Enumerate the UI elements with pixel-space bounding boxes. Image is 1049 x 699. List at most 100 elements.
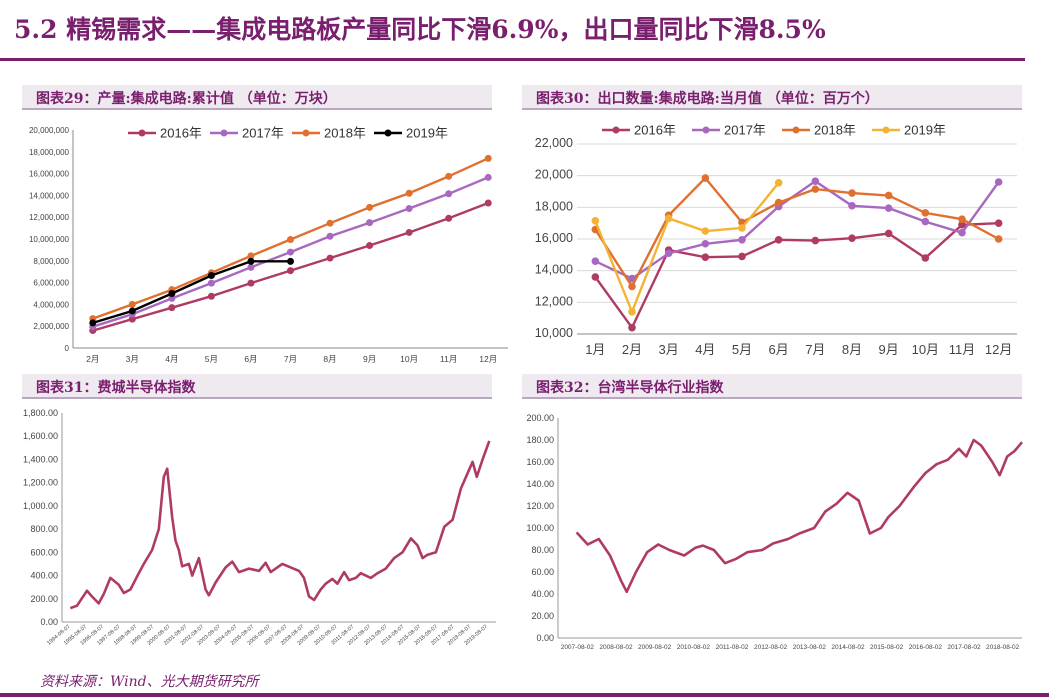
slide-title: 5.2 精锡需求——集成电路板产量同比下滑6.9%，出口量同比下滑8.5% <box>14 15 826 44</box>
fig29-legend-label: 2019年 <box>406 126 448 141</box>
fig31-y-tick: 200.00 <box>30 594 58 604</box>
fig30-series-line <box>594 176 1000 289</box>
fig31-y-tick: 600.00 <box>30 547 58 557</box>
fig29-point <box>405 189 413 197</box>
fig31-y-tick: 1,800.00 <box>23 408 58 418</box>
fig30-x-tick: 1月 <box>585 342 605 357</box>
fig32-header: 图表32：台湾半导体行业指数 <box>522 374 1022 399</box>
fig29-point <box>247 279 255 287</box>
fig29-point <box>484 199 492 207</box>
fig29-legend-marker <box>220 129 228 137</box>
fig32-x-tick: 2016-08-02 <box>909 644 943 651</box>
fig29-y-tick: 20,000,000 <box>29 126 70 135</box>
fig30-x-tick: 2月 <box>622 342 642 357</box>
fig31-y-tick: 1,200.00 <box>23 478 58 488</box>
fig30-point <box>664 249 673 258</box>
fig29-y-tick: 12,000,000 <box>29 213 70 222</box>
fig29-point <box>405 228 413 236</box>
fig29-title: 图表29：产量:集成电路:累计值 （单位：万块） <box>36 91 337 107</box>
fig29-y-tick: 4,000,000 <box>33 300 69 309</box>
fig32-x-tick: 2011-08-02 <box>716 644 749 651</box>
fig31-title: 图表31：费城半导体指数 <box>36 380 196 396</box>
fig30-y-tick: 22,000 <box>535 136 573 150</box>
fig29-legend-marker <box>138 129 146 137</box>
fig30-point <box>628 308 636 316</box>
fig29-legend-marker <box>384 129 392 137</box>
fig31-y-tick: 0.00 <box>40 617 58 627</box>
fig29-point <box>484 173 492 181</box>
fig30-point <box>811 236 820 245</box>
fig31-y-tick: 800.00 <box>30 524 58 534</box>
fig30-y-tick: 18,000 <box>535 199 573 213</box>
fig30-point <box>628 282 636 291</box>
fig29-point <box>326 254 334 262</box>
fig29-x-tick: 11月 <box>440 354 457 364</box>
fig29-y-tick: 8,000,000 <box>33 257 69 266</box>
fig32-x-tick: 2007-08-02 <box>561 644 595 651</box>
fig29-point <box>326 232 334 240</box>
fig32-y-tick: 0.00 <box>536 633 554 643</box>
fig30-x-tick: 11月 <box>949 342 976 357</box>
fig30-point <box>774 178 783 187</box>
fig30-point <box>994 178 1003 186</box>
fig30-point <box>701 227 710 235</box>
fig30-legend-marker <box>612 126 620 134</box>
fig29-x-tick: 6月 <box>244 354 257 364</box>
fig29-y-tick: 16,000,000 <box>29 170 70 179</box>
fig32-y-tick: 60.00 <box>531 567 554 577</box>
fig29-point <box>168 290 176 297</box>
fig29-x-tick: 10月 <box>400 354 418 364</box>
fig30-x-tick: 12月 <box>985 342 1012 357</box>
title-rule <box>0 58 1025 61</box>
fig32-title: 图表32：台湾半导体行业指数 <box>536 380 724 396</box>
fig30-header: 图表30：出口数量:集成电路:当月值 （单位：百万个） <box>522 85 1022 110</box>
fig29-y-tick: 2,000,000 <box>33 322 69 331</box>
fig32-x-tick: 2008-08-02 <box>599 644 633 651</box>
fig29-point <box>445 214 453 222</box>
fig29-legend-label: 2017年 <box>242 126 284 141</box>
fig32-x-tick: 2017-08-02 <box>947 644 981 651</box>
fig30-y-tick: 14,000 <box>535 263 573 277</box>
fig29-x-tick: 12月 <box>479 354 497 364</box>
fig32-y-tick: 40.00 <box>531 589 554 599</box>
fig30-y-tick: 12,000 <box>535 294 573 308</box>
fig30-point <box>848 234 856 243</box>
fig30-point <box>884 204 893 212</box>
fig29-point <box>128 315 136 323</box>
fig30-point <box>848 201 856 210</box>
fig32-x-tick: 2012-08-02 <box>754 644 788 651</box>
fig30-point <box>958 220 966 229</box>
fig30-point <box>701 253 710 262</box>
fig29-x-tick: 9月 <box>363 354 376 364</box>
fig32-x-tick: 2013-08-02 <box>793 644 827 651</box>
fig29-y-tick: 14,000,000 <box>29 191 70 200</box>
fig30-legend-label: 2019年 <box>904 123 946 138</box>
fig29-point <box>287 257 294 265</box>
fig31-chart: 0.00 200.00 400.00 600.00 800.00 1,000.00 1,20… <box>23 408 496 647</box>
fig29-point <box>207 279 215 287</box>
fig30-legend-marker <box>702 126 710 134</box>
fig30-x-tick: 5月 <box>732 342 752 357</box>
fig32-x-tick: 2009-08-02 <box>638 644 672 651</box>
fig31-y-tick: 1,600.00 <box>23 431 58 441</box>
fig30-legend-marker <box>792 126 800 134</box>
fig30-point <box>701 239 710 248</box>
fig30-legend-marker <box>882 126 890 134</box>
fig29-point <box>484 154 492 162</box>
fig29-series-line <box>92 201 489 332</box>
footer-rule <box>0 693 1049 697</box>
fig30-x-tick: 4月 <box>695 342 715 357</box>
fig30-point <box>701 174 710 182</box>
fig32-x-tick: 2015-08-02 <box>870 644 904 651</box>
fig29-header: 图表29：产量:集成电路:累计值 （单位：万块） <box>22 85 492 110</box>
fig29-x-tick: 2月 <box>86 354 99 364</box>
fig29-point <box>89 319 97 327</box>
fig30-point <box>921 209 930 217</box>
fig32-x-tick: 2014-08-02 <box>831 644 865 651</box>
fig29-point <box>287 267 294 275</box>
fig30-legend-label: 2018年 <box>814 123 856 138</box>
fig32-y-tick: 80.00 <box>531 545 554 555</box>
fig30-legend-label: 2016年 <box>634 123 676 138</box>
fig29-point <box>247 263 255 271</box>
fig32-y-tick: 100.00 <box>526 523 554 533</box>
